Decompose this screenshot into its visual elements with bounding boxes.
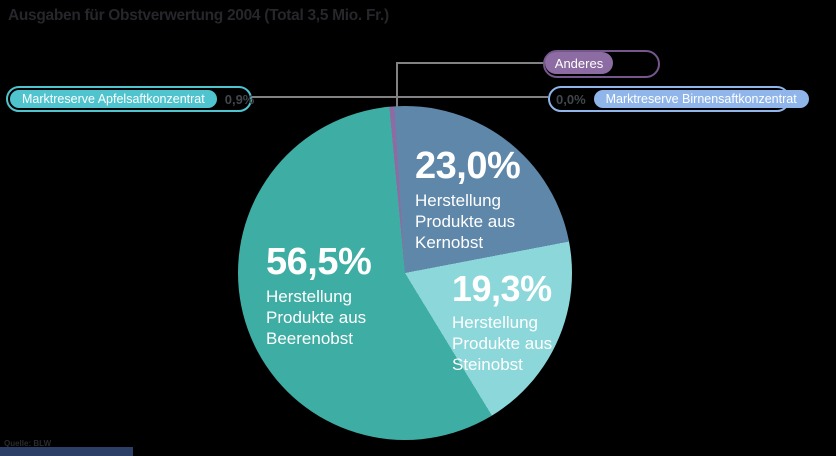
callout-birnensaftkonzentrat: 0,0% Marktreserve Birnensaftkonzentrat [548, 86, 809, 112]
beerenobst-sublabel: Herstellung Produkte aus Beerenobst [266, 287, 367, 348]
chart-title: Ausgaben für Obstverwertung 2004 (Total … [8, 7, 389, 24]
pie [238, 106, 572, 440]
footer-bar [0, 447, 133, 456]
anderes-pill: Anderes [545, 52, 613, 74]
kernobst-percentage: 23,0% [415, 145, 521, 187]
label-steinobst: 19,3% Herstellung Produkte aus Steinobst [452, 271, 552, 375]
connector-apfelsaft-line [252, 96, 398, 98]
steinobst-sublabel: Herstellung Produkte aus Steinobst [452, 313, 553, 374]
birnensaft-value: 0,0% [556, 91, 586, 107]
steinobst-percentage: 19,3% [452, 268, 552, 309]
anderes-callout-outline [543, 50, 660, 78]
callout-apfelsaftkonzentrat: Marktreserve Apfelsaftkonzentrat 0,9% [6, 86, 254, 112]
label-kernobst: 23,0% Herstellung Produkte aus Kernobst [415, 145, 521, 253]
apfelsaft-value: 0,9% [224, 91, 255, 107]
label-beerenobst: 56,5% Herstellung Produkte aus Beerenobs… [266, 241, 372, 349]
apfelsaft-label-pill: Marktreserve Apfelsaftkonzentrat [10, 90, 217, 108]
connector-anderes-line [397, 62, 545, 64]
kernobst-sublabel: Herstellung Produkte aus Kernobst [415, 191, 516, 252]
source-note: Quelle: BLW [4, 439, 52, 448]
beerenobst-percentage: 56,5% [266, 241, 372, 283]
connector-birnensaft-line [398, 96, 548, 98]
birnensaft-label-pill: Marktreserve Birnensaftkonzentrat [593, 90, 809, 108]
connector-vertical-line [396, 62, 398, 144]
